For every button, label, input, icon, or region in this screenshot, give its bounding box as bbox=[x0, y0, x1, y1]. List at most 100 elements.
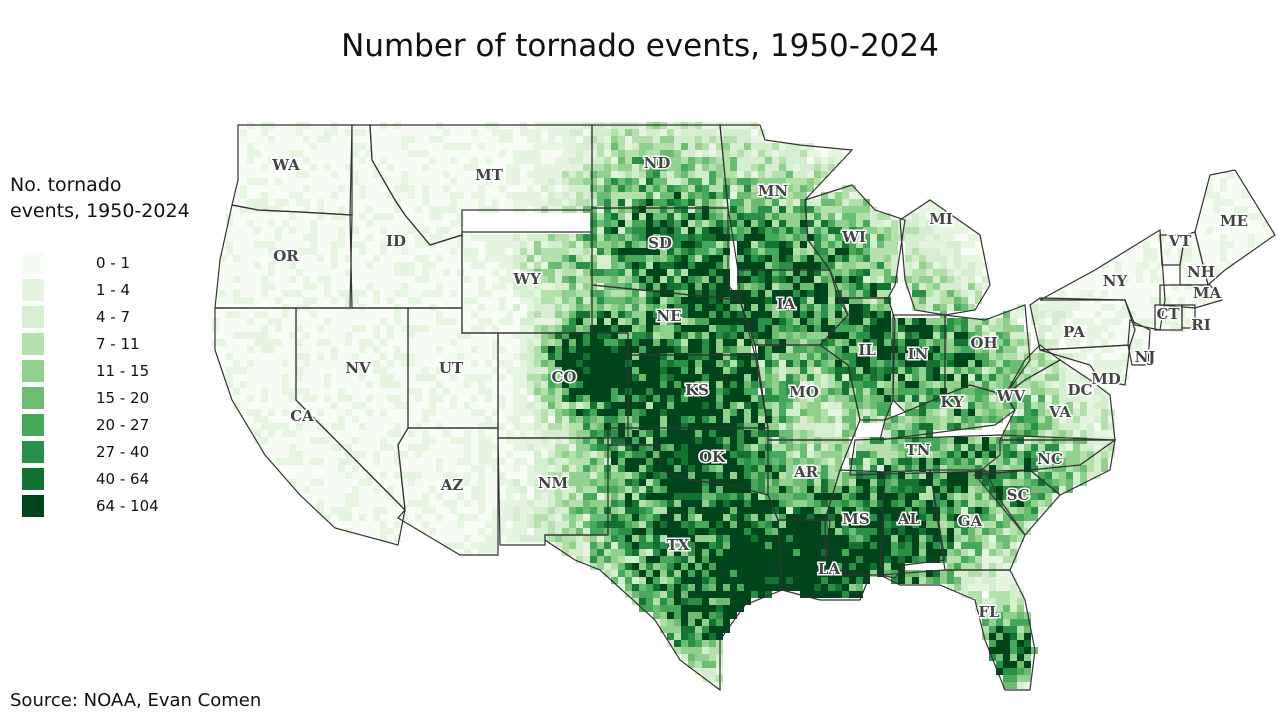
density-cell bbox=[1108, 346, 1115, 353]
density-cell bbox=[709, 339, 716, 346]
density-cell bbox=[954, 339, 961, 346]
density-cell bbox=[1052, 486, 1059, 493]
density-cell bbox=[891, 535, 898, 542]
density-cell bbox=[835, 381, 842, 388]
density-cell bbox=[667, 136, 674, 143]
density-cell bbox=[730, 528, 737, 535]
density-cell bbox=[583, 178, 590, 185]
density-cell bbox=[800, 227, 807, 234]
density-cell bbox=[555, 304, 562, 311]
density-cell bbox=[940, 409, 947, 416]
density-cell bbox=[716, 129, 723, 136]
density-cell bbox=[576, 318, 583, 325]
density-cell bbox=[520, 346, 527, 353]
density-cell bbox=[331, 353, 338, 360]
density-cell bbox=[968, 395, 975, 402]
density-cell bbox=[1073, 374, 1080, 381]
density-cell bbox=[954, 402, 961, 409]
density-cell bbox=[765, 269, 772, 276]
density-cell bbox=[954, 528, 961, 535]
density-cell bbox=[877, 304, 884, 311]
density-cell bbox=[758, 374, 765, 381]
density-cell bbox=[562, 199, 569, 206]
density-cell bbox=[604, 325, 611, 332]
density-cell bbox=[555, 479, 562, 486]
density-cell bbox=[1038, 500, 1045, 507]
density-cell bbox=[562, 262, 569, 269]
density-cell bbox=[709, 213, 716, 220]
density-cell bbox=[660, 276, 667, 283]
density-cell bbox=[695, 458, 702, 465]
density-cell bbox=[555, 514, 562, 521]
density-cell bbox=[786, 150, 793, 157]
density-cell bbox=[450, 178, 457, 185]
density-cell bbox=[919, 514, 926, 521]
density-cell bbox=[646, 241, 653, 248]
density-cell bbox=[793, 423, 800, 430]
density-cell bbox=[695, 178, 702, 185]
density-cell bbox=[751, 514, 758, 521]
density-cell bbox=[436, 311, 443, 318]
density-cell bbox=[632, 185, 639, 192]
density-cell bbox=[520, 374, 527, 381]
density-cell bbox=[394, 185, 401, 192]
density-cell bbox=[289, 479, 296, 486]
density-cell bbox=[541, 171, 548, 178]
density-cell bbox=[408, 479, 415, 486]
density-cell bbox=[345, 164, 352, 171]
density-cell bbox=[849, 213, 856, 220]
density-cell bbox=[996, 388, 1003, 395]
density-cell bbox=[632, 311, 639, 318]
density-cell bbox=[842, 255, 849, 262]
density-cell bbox=[828, 395, 835, 402]
density-cell bbox=[562, 276, 569, 283]
density-cell bbox=[870, 402, 877, 409]
density-cell bbox=[590, 514, 597, 521]
density-cell bbox=[408, 360, 415, 367]
density-cell bbox=[422, 262, 429, 269]
density-cell bbox=[828, 255, 835, 262]
density-cell bbox=[478, 451, 485, 458]
density-cell bbox=[499, 514, 506, 521]
density-cell bbox=[1080, 318, 1087, 325]
density-cell bbox=[1073, 402, 1080, 409]
density-cell bbox=[548, 465, 555, 472]
density-cell bbox=[730, 465, 737, 472]
density-cell bbox=[646, 339, 653, 346]
density-cell bbox=[695, 381, 702, 388]
density-cell bbox=[639, 164, 646, 171]
density-cell bbox=[1115, 318, 1122, 325]
legend-swatch bbox=[22, 251, 44, 274]
density-cell bbox=[737, 416, 744, 423]
density-cell bbox=[709, 346, 716, 353]
density-cell bbox=[499, 479, 506, 486]
density-cell bbox=[779, 472, 786, 479]
density-cell bbox=[989, 535, 996, 542]
density-cell bbox=[359, 129, 366, 136]
density-cell bbox=[1213, 192, 1220, 199]
density-cell bbox=[646, 143, 653, 150]
density-cell bbox=[387, 234, 394, 241]
density-cell bbox=[527, 367, 534, 374]
density-cell bbox=[1031, 360, 1038, 367]
density-cell bbox=[1101, 367, 1108, 374]
density-cell bbox=[737, 360, 744, 367]
density-cell bbox=[842, 220, 849, 227]
density-cell bbox=[632, 472, 639, 479]
density-cell bbox=[422, 507, 429, 514]
density-cell bbox=[898, 472, 905, 479]
density-cell bbox=[597, 479, 604, 486]
density-cell bbox=[576, 479, 583, 486]
density-cell bbox=[1045, 472, 1052, 479]
density-cell bbox=[485, 234, 492, 241]
density-cell bbox=[373, 255, 380, 262]
density-cell bbox=[737, 395, 744, 402]
density-cell bbox=[968, 472, 975, 479]
density-cell bbox=[639, 507, 646, 514]
density-cell bbox=[1129, 325, 1136, 332]
density-cell bbox=[646, 458, 653, 465]
density-cell bbox=[583, 479, 590, 486]
density-cell bbox=[422, 444, 429, 451]
density-cell bbox=[744, 437, 751, 444]
density-cell bbox=[590, 332, 597, 339]
